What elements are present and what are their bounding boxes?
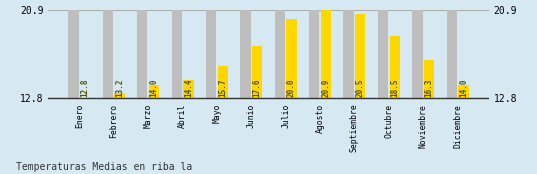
Text: 14.0: 14.0 [459, 79, 468, 97]
Bar [149, 85, 159, 98]
Bar [355, 14, 366, 98]
Bar [68, 10, 78, 98]
Bar [252, 46, 262, 98]
Text: 16.3: 16.3 [425, 79, 433, 97]
Text: 20.0: 20.0 [287, 79, 296, 97]
Bar [114, 93, 125, 98]
Bar [459, 85, 469, 98]
Bar [275, 10, 285, 98]
Text: 13.2: 13.2 [115, 79, 124, 97]
Bar [447, 10, 457, 98]
Bar [217, 66, 228, 98]
Bar [103, 10, 113, 98]
Bar [206, 10, 216, 98]
Text: 12.8: 12.8 [81, 79, 90, 97]
Text: 14.0: 14.0 [149, 79, 158, 97]
Text: 20.9: 20.9 [322, 79, 330, 97]
Bar [344, 10, 354, 98]
Text: 14.4: 14.4 [184, 79, 193, 97]
Bar [412, 10, 423, 98]
Text: 15.7: 15.7 [218, 79, 227, 97]
Bar [424, 60, 434, 98]
Bar [137, 10, 148, 98]
Bar [321, 10, 331, 98]
Text: Temperaturas Medias en riba la: Temperaturas Medias en riba la [16, 162, 192, 172]
Text: 18.5: 18.5 [390, 79, 399, 97]
Bar [183, 80, 193, 98]
Text: 20.5: 20.5 [356, 79, 365, 97]
Bar [389, 36, 400, 98]
Bar [378, 10, 388, 98]
Bar [286, 19, 297, 98]
Bar [240, 10, 251, 98]
Text: 17.6: 17.6 [252, 79, 262, 97]
Bar [309, 10, 320, 98]
Bar [171, 10, 182, 98]
